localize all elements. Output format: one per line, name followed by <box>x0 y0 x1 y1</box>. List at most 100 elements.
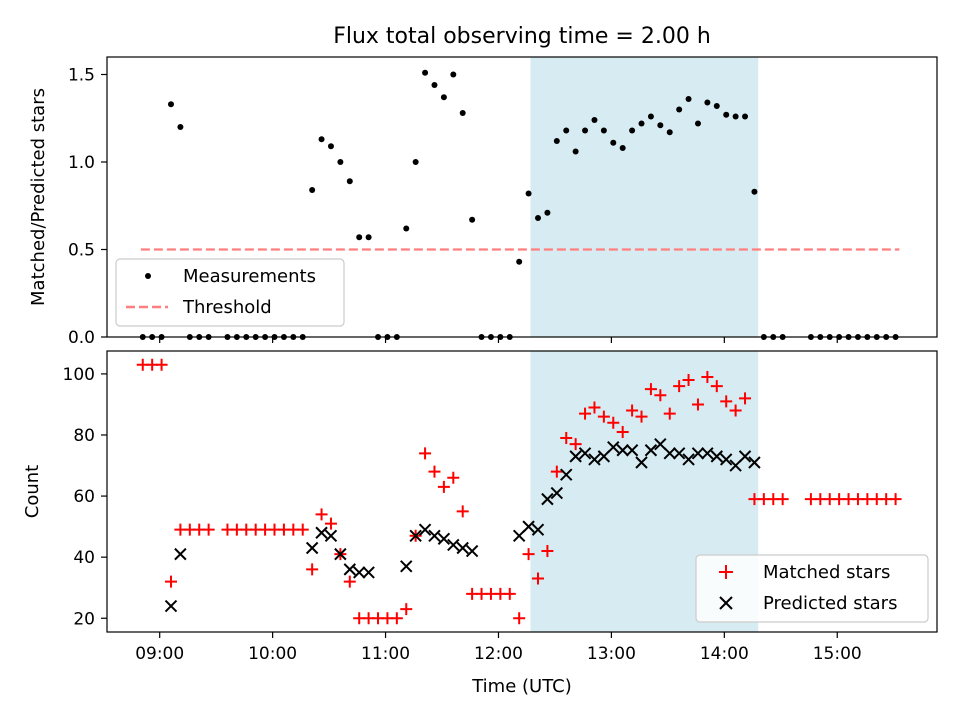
measurement-point <box>694 120 701 127</box>
predicted-stars-point <box>531 523 545 536</box>
predicted-stars-point <box>569 450 582 463</box>
matched-stars-point <box>428 465 441 478</box>
ratio-axis-ticks: 0.0 0.5 1.0 1.5 <box>68 66 838 348</box>
count-y-tick-label: 20 <box>73 609 95 629</box>
measurement-point <box>732 113 739 120</box>
x-tick-label: 09:00 <box>135 644 184 664</box>
predicted-stars-point <box>512 529 526 542</box>
measurement-point <box>327 143 334 150</box>
matched-stars-point <box>324 517 337 530</box>
matched-stars-point <box>503 587 516 600</box>
measurement-point <box>676 106 683 113</box>
matched-stars-point <box>597 410 610 423</box>
predicted-stars-point <box>465 544 479 558</box>
measurement-points <box>139 69 899 340</box>
measurement-point <box>704 99 711 106</box>
matched-stars-point <box>522 548 535 561</box>
measurement-point <box>440 94 447 101</box>
predicted-stars-point <box>691 447 705 460</box>
predicted-stars-point <box>635 456 648 469</box>
matched-stars-point <box>644 383 657 396</box>
measurement-point <box>309 187 316 193</box>
predicted-stars-point <box>738 450 752 463</box>
predicted-stars-point <box>447 538 460 552</box>
predicted-stars-point <box>456 541 469 555</box>
predicted-stars-point <box>588 453 601 466</box>
measurement-point <box>572 148 579 155</box>
predicted-stars-point <box>437 532 451 546</box>
measurement-point <box>403 225 410 232</box>
ratio-legend-box <box>115 258 345 327</box>
matched-stars-point <box>739 392 752 405</box>
matched-stars-point <box>654 389 667 402</box>
count-legend-box <box>695 554 929 623</box>
predicted-stars-point <box>682 453 695 466</box>
observing-window-span <box>530 57 759 337</box>
measurement-point <box>553 138 560 144</box>
x-tick-label: 12:00 <box>474 644 523 664</box>
matched-stars-point <box>673 380 686 393</box>
matched-stars-point <box>682 374 695 387</box>
predicted-stars-point <box>164 599 178 613</box>
ratio-y-tick-label: 0.5 <box>68 241 95 261</box>
measurement-point <box>600 127 607 134</box>
matched-stars-point <box>560 432 573 445</box>
measurement-point <box>638 120 645 127</box>
matched-stars-point <box>343 575 356 588</box>
matched-stars-point <box>437 480 450 493</box>
count-y-tick-label: 80 <box>73 426 95 446</box>
predicted-stars-point <box>578 447 592 460</box>
predicted-stars-point <box>324 529 338 542</box>
measurement-point <box>516 258 523 265</box>
measurement-point <box>685 96 692 102</box>
predicted-stars-point <box>409 529 422 542</box>
measurement-point <box>723 111 730 118</box>
predicted-stars-point <box>672 447 686 460</box>
ratio-legend: Measurements Threshold <box>115 258 345 327</box>
matched-stars-point <box>155 358 168 371</box>
count-y-axis-label: Count <box>22 465 43 518</box>
predicted-stars-point <box>663 447 676 460</box>
x-tick-label: 10:00 <box>248 644 297 664</box>
ratio-panel: 0.0 0.5 1.0 1.5 Matched/Predicted stars Mea… <box>28 56 938 348</box>
measurement-point <box>534 215 541 221</box>
matched-stars-point <box>889 493 902 506</box>
predicted-stars-legend-marker <box>719 596 733 610</box>
predicted-stars-point <box>428 529 441 542</box>
measurement-point <box>619 145 626 151</box>
measurement-point <box>666 129 673 136</box>
matched-stars-point <box>306 563 319 576</box>
predicted-stars-point <box>625 444 639 457</box>
matched-stars-point <box>531 572 544 585</box>
matched-stars-point <box>456 505 469 518</box>
measurement-point <box>544 209 551 216</box>
measurement-point <box>563 127 570 134</box>
measurement-point <box>469 216 476 223</box>
matched-stars-point <box>588 401 601 414</box>
matched-stars-point <box>164 575 177 588</box>
predicted-stars-legend-label: Predicted stars <box>763 593 897 614</box>
predicted-stars-point <box>701 447 714 460</box>
predicted-stars-point <box>334 547 347 561</box>
count-y-tick-label: 60 <box>73 487 95 507</box>
predicted-stars-point <box>352 566 366 579</box>
count-legend: Matched stars Predicted stars <box>695 554 929 623</box>
ratio-plot-frame <box>106 56 938 338</box>
matched-stars-points <box>136 358 902 625</box>
measurement-point <box>657 122 664 129</box>
measurement-point <box>365 234 372 241</box>
x-tick-label: 14:00 <box>700 644 749 664</box>
measurements-legend-marker <box>145 273 151 279</box>
matched-stars-point <box>663 407 676 420</box>
measurement-point <box>751 188 758 195</box>
matched-stars-point <box>579 407 592 420</box>
matched-stars-point <box>569 438 582 451</box>
measurement-point <box>742 113 749 120</box>
predicted-stars-point <box>748 456 761 469</box>
predicted-stars-point <box>616 444 629 457</box>
matched-stars-point <box>729 404 742 417</box>
measurement-point <box>431 82 438 88</box>
count-axis-ticks: 20 40 60 80 100 09:00 10:00 11:00 12:00 13:00 14:0… <box>63 365 862 664</box>
matched-stars-point <box>691 398 704 411</box>
